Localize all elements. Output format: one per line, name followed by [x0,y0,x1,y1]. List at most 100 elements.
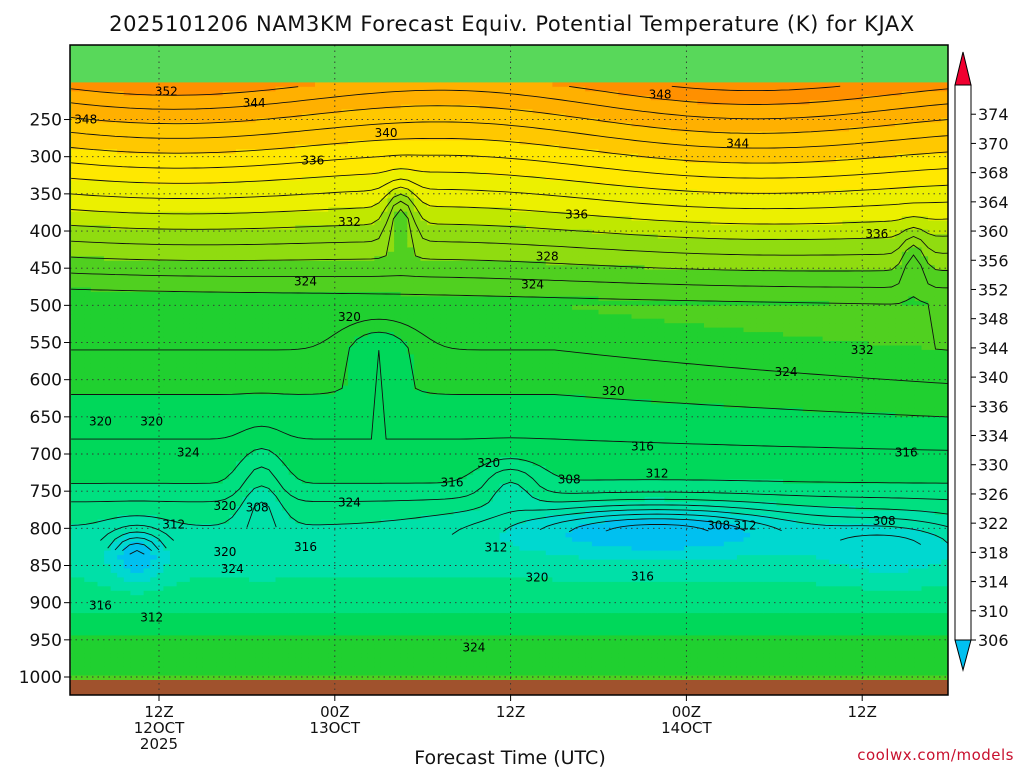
heat-cell [156,309,164,315]
heat-cell [77,644,85,650]
heat-cell [123,327,131,333]
heat-cell [84,323,92,329]
heat-cell [163,506,171,512]
heat-cell [143,332,151,338]
heat-cell [242,91,250,97]
heat-cell [301,644,309,650]
heat-cell [235,198,244,204]
heat-cell [150,430,158,436]
heat-cell [301,381,309,387]
heat-cell [275,465,283,471]
heat-cell [170,122,178,128]
heat-cell [84,448,92,454]
heat-cell [90,675,99,681]
heat-cell [130,559,138,565]
heat-cell [137,443,145,449]
heat-cell [84,100,92,106]
heat-cell [104,399,112,405]
heat-cell [229,546,237,552]
heat-cell [275,278,283,284]
heat-cell [90,439,99,445]
heat-cell [255,198,263,204]
heat-cell [77,167,85,173]
heat-cell [104,309,112,315]
heat-cell [97,510,105,516]
heat-cell [242,140,250,146]
heat-cell [110,421,118,427]
heat-cell [130,363,138,369]
heat-cell [156,296,164,302]
heat-cell [308,189,316,195]
heat-cell [84,296,92,302]
heat-cell [196,358,204,364]
heat-cell [90,550,99,556]
heat-cell [216,149,224,155]
heat-cell [150,158,158,164]
heat-cell [104,234,112,240]
heat-cell [308,372,316,378]
heat-cell [288,439,296,445]
heat-cell [163,635,171,641]
heat-cell [235,434,244,440]
heat-cell [189,416,197,422]
heat-cell [137,234,145,240]
heat-cell [242,479,250,485]
heat-cell [282,470,290,476]
heat-cell [282,675,290,681]
heat-cell [262,211,270,217]
heat-cell [301,635,309,641]
heat-cell [104,184,112,190]
heat-cell [235,292,244,298]
heat-cell [77,662,85,668]
heat-cell [110,260,118,266]
heat-cell [143,532,151,538]
heat-cell [156,653,164,659]
heat-cell [202,425,211,431]
heat-cell [183,82,191,88]
heat-cell [150,305,158,311]
heat-cell [295,434,303,440]
heat-cell [97,639,105,645]
heat-cell [156,671,164,677]
heat-cell [209,474,217,480]
heat-cell [209,403,217,409]
heat-cell [130,599,138,605]
heat-cell [97,568,105,574]
heat-cell [176,318,184,324]
heat-cell [242,242,250,248]
heat-cell [123,336,131,342]
heat-cell [242,234,250,240]
heat-cell [249,104,257,110]
heat-cell [202,555,211,561]
heat-cell [90,332,99,338]
heat-cell [176,626,184,632]
heat-cell [301,541,309,547]
heat-cell [216,385,224,391]
heat-cell [308,318,316,324]
heat-cell [315,216,323,222]
heat-cell [117,345,125,351]
heat-cell [156,332,164,338]
heat-cell [110,430,118,436]
heat-cell [84,492,92,498]
heat-cell [123,180,131,186]
heat-cell [104,341,112,347]
heat-cell [117,421,125,427]
heat-cell [183,394,191,400]
heat-cell [150,363,158,369]
heat-cell [163,430,171,436]
heat-cell [301,167,309,173]
heat-cell [156,568,164,574]
heat-cell [249,158,257,164]
heat-cell [183,207,191,213]
heat-cell [196,622,204,628]
heat-cell [104,550,112,556]
heat-cell [301,193,309,199]
heat-cell [301,515,309,521]
heat-cell [143,550,151,556]
heat-cell [235,519,244,525]
heat-cell [268,564,277,570]
heat-cell [242,448,250,454]
heat-cell [222,465,230,471]
heat-cell [301,412,309,418]
